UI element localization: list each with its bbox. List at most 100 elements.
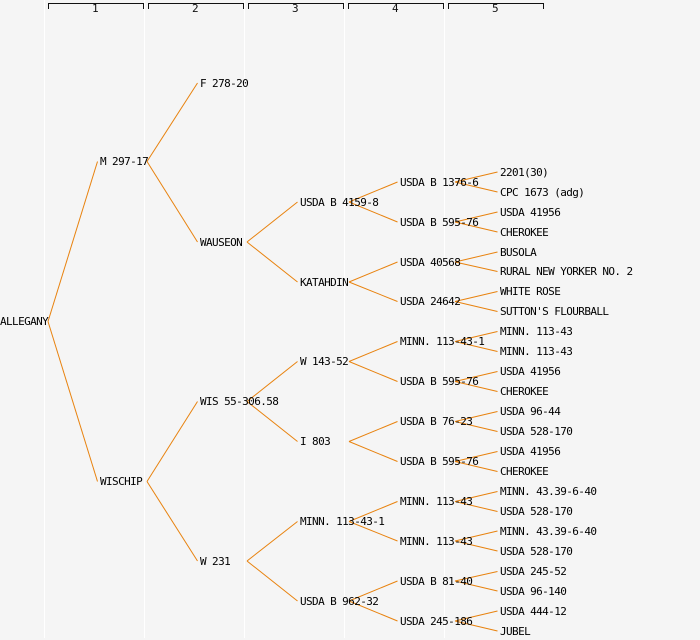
branch-line bbox=[348, 501, 398, 522]
node-sutton-s-flourball: SUTTON'S FLOURBALL bbox=[500, 305, 609, 318]
node-minn-43-39-6-40: MINN. 43.39-6-40 bbox=[500, 524, 597, 538]
node-cherokee: CHEROKEE bbox=[500, 225, 549, 239]
branch-line bbox=[454, 181, 498, 193]
branch-line bbox=[348, 441, 398, 462]
node-i-803: I 803 bbox=[300, 435, 331, 448]
generation-gridline bbox=[244, 0, 245, 638]
branch-line bbox=[454, 421, 498, 432]
generation-gridline bbox=[344, 0, 345, 638]
node-usda-b-595-76: USDA B 595-76 bbox=[400, 215, 479, 229]
branch-line bbox=[454, 251, 498, 263]
generation-gridline bbox=[144, 0, 145, 638]
node-minn-113-43: MINN. 113-43 bbox=[500, 325, 573, 338]
node-wis-55-306-58: WIS 55-306.58 bbox=[200, 395, 279, 408]
branch-line bbox=[454, 211, 498, 223]
node-usda-245-52: USDA 245-52 bbox=[500, 565, 567, 578]
node-usda-b-81-40: USDA B 81-40 bbox=[400, 574, 473, 588]
branch-line bbox=[348, 281, 398, 302]
generation-gridline bbox=[444, 0, 445, 638]
branch-line bbox=[246, 521, 298, 562]
node-usda-528-170: USDA 528-170 bbox=[500, 505, 573, 518]
node-usda-444-12: USDA 444-12 bbox=[500, 604, 567, 618]
node-2201-30: 2201(30) bbox=[500, 165, 549, 179]
generation-number: 5 bbox=[491, 2, 499, 15]
node-cherokee: CHEROKEE bbox=[500, 385, 549, 398]
node-minn-113-43-1: MINN. 113-43-1 bbox=[400, 335, 485, 348]
branch-line bbox=[454, 171, 498, 183]
branch-line bbox=[454, 221, 498, 233]
node-minn-113-43: MINN. 113-43 bbox=[500, 345, 573, 358]
branch-line bbox=[454, 610, 498, 622]
generation-number: 3 bbox=[291, 2, 299, 15]
generation-bracket bbox=[148, 3, 244, 9]
node-usda-40568: USDA 40568 bbox=[400, 255, 461, 269]
node-usda-528-170: USDA 528-170 bbox=[500, 544, 573, 558]
node-usda-528-170: USDA 528-170 bbox=[500, 425, 573, 438]
node-usda-41956: USDA 41956 bbox=[500, 445, 561, 458]
node-usda-96-44: USDA 96-44 bbox=[500, 405, 561, 418]
node-usda-b-595-76: USDA B 595-76 bbox=[400, 455, 479, 468]
branch-line bbox=[348, 421, 398, 442]
branch-line bbox=[454, 381, 498, 392]
branch-line bbox=[454, 501, 498, 512]
branch-line bbox=[246, 201, 298, 243]
node-usda-b-595-76: USDA B 595-76 bbox=[400, 375, 479, 388]
generation-bracket bbox=[348, 3, 444, 9]
node-usda-96-140: USDA 96-140 bbox=[500, 584, 567, 598]
node-usda-b-962-32: USDA B 962-32 bbox=[300, 594, 379, 608]
branch-line bbox=[47, 161, 98, 322]
node-white-rose: WHITE ROSE bbox=[500, 285, 561, 298]
node-f-278-20: F 278-20 bbox=[200, 76, 249, 90]
node-minn-113-43: MINN. 113-43 bbox=[400, 495, 473, 508]
branch-line bbox=[454, 620, 498, 632]
branch-line bbox=[348, 181, 398, 203]
branch-line bbox=[348, 341, 398, 362]
branch-line bbox=[454, 461, 498, 472]
node-minn-113-43: MINN. 113-43 bbox=[400, 534, 473, 548]
generation-bracket bbox=[448, 3, 544, 9]
node-w-231: W 231 bbox=[200, 554, 231, 568]
branch-line bbox=[454, 540, 498, 552]
branch-line bbox=[454, 530, 498, 542]
node-usda-b-4159-8: USDA B 4159-8 bbox=[300, 195, 379, 209]
node-allegany: ALLEGANY bbox=[0, 315, 49, 328]
branch-line bbox=[348, 600, 398, 622]
branch-line bbox=[348, 580, 398, 602]
branch-line bbox=[246, 401, 298, 442]
node-usda-41956: USDA 41956 bbox=[500, 365, 561, 378]
node-w-143-52: W 143-52 bbox=[300, 355, 349, 368]
branch-line bbox=[454, 291, 498, 302]
node-usda-b-76-23: USDA B 76-23 bbox=[400, 415, 473, 428]
generation-gridline bbox=[44, 0, 45, 638]
generation-bracket bbox=[48, 3, 144, 9]
node-cherokee: CHEROKEE bbox=[500, 465, 549, 478]
branch-line bbox=[454, 301, 498, 312]
branch-line bbox=[348, 261, 398, 283]
node-m-297-17: M 297-17 bbox=[100, 155, 149, 168]
node-busola: BUSOLA bbox=[500, 245, 537, 259]
node-usda-b-1376-6: USDA B 1376-6 bbox=[400, 175, 479, 189]
branch-line bbox=[246, 560, 298, 602]
branch-line bbox=[348, 201, 398, 223]
node-usda-41956: USDA 41956 bbox=[500, 205, 561, 219]
branch-line bbox=[454, 451, 498, 462]
node-wauseon: WAUSEON bbox=[200, 235, 243, 249]
node-minn-113-43-1: MINN. 113-43-1 bbox=[300, 515, 385, 528]
node-wischip: WISCHIP bbox=[100, 475, 143, 488]
branch-line bbox=[246, 361, 298, 402]
node-minn-43-39-6-40: MINN. 43.39-6-40 bbox=[500, 485, 597, 498]
branch-line bbox=[454, 331, 498, 342]
node-jubel: JUBEL bbox=[500, 624, 531, 638]
generation-number: 2 bbox=[191, 2, 199, 15]
branch-line bbox=[454, 341, 498, 352]
branch-line bbox=[146, 481, 198, 562]
node-katahdin: KATAHDIN bbox=[300, 275, 349, 289]
branch-line bbox=[454, 371, 498, 382]
branch-line bbox=[47, 321, 98, 482]
branch-line bbox=[454, 261, 498, 272]
node-usda-24642: USDA 24642 bbox=[400, 295, 461, 308]
generation-number: 4 bbox=[391, 2, 399, 15]
branch-line bbox=[454, 411, 498, 422]
